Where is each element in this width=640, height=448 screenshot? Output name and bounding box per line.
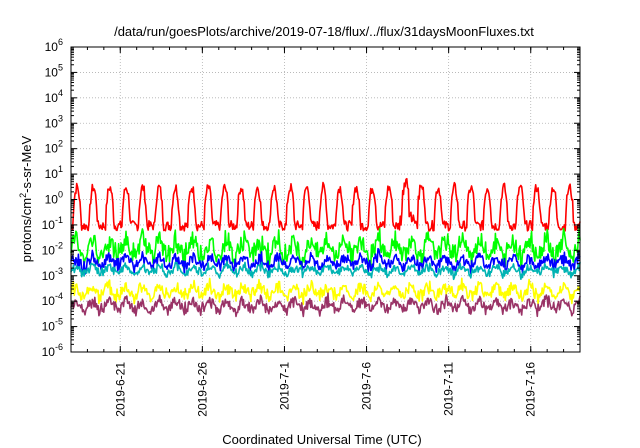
y-tick-label: 10-6 [42, 342, 63, 359]
y-tick-exponent: 0 [58, 190, 63, 200]
y-tick-exponent: -2 [55, 240, 63, 250]
x-tick-label: 2019-7-6 [360, 362, 374, 410]
x-tick-labels: 2019-6-21 2019-6-26 2019-7-1 2019-7-6 2019-7… [113, 362, 537, 417]
y-tick-base: 10 [45, 65, 59, 79]
y-tick-label: 10-4 [42, 291, 63, 308]
y-axis-label: protons/cm2-s-sr-MeV [18, 135, 34, 262]
series-line [70, 247, 581, 276]
chart-title: /data/run/goesPlots/archive/2019-07-18/f… [114, 24, 534, 39]
y-tick-label: 10-1 [42, 215, 63, 232]
y-tick-label: 10-5 [42, 317, 63, 334]
y-tick-label: 10-2 [42, 240, 63, 257]
y-tick-labels: 10-610-510-410-310-210-11001011021031041… [42, 37, 63, 359]
x-tick-label: 2019-6-21 [113, 362, 127, 417]
y-tick-base: 10 [45, 40, 59, 54]
y-tick-exponent: -4 [55, 291, 63, 301]
ticks [71, 46, 580, 353]
y-tick-base: 10 [45, 142, 59, 156]
series-line [70, 177, 581, 232]
y-tick-base: 10 [42, 320, 56, 334]
y-axis-label-sup: 2 [18, 193, 28, 198]
y-tick-exponent: 3 [58, 113, 63, 123]
x-tick-label: 2019-7-16 [524, 362, 538, 417]
y-tick-base: 10 [42, 243, 56, 257]
y-tick-label: 101 [45, 164, 63, 181]
y-tick-exponent: -1 [55, 215, 63, 225]
y-tick-base: 10 [42, 345, 56, 359]
y-tick-label: 104 [45, 88, 63, 105]
series-line [70, 292, 581, 318]
y-tick-label: 10-3 [42, 266, 63, 283]
y-tick-exponent: 2 [58, 139, 63, 149]
x-tick-label: 2019-7-1 [277, 362, 291, 410]
y-tick-base: 10 [45, 91, 59, 105]
y-tick-label: 103 [45, 113, 63, 130]
series-line [70, 227, 581, 271]
y-tick-label: 100 [45, 190, 63, 207]
y-tick-exponent: 6 [58, 37, 63, 47]
series-group [70, 177, 581, 318]
y-tick-base: 10 [45, 193, 59, 207]
y-tick-label: 106 [45, 37, 63, 54]
y-tick-base: 10 [42, 218, 56, 232]
y-tick-exponent: 4 [58, 88, 63, 98]
series-line [70, 260, 581, 281]
y-tick-exponent: 5 [58, 62, 63, 72]
y-tick-exponent: -3 [55, 266, 63, 276]
y-tick-label: 102 [45, 139, 63, 156]
x-tick-label: 2019-7-11 [442, 362, 456, 416]
y-tick-label: 105 [45, 62, 63, 79]
series-line [70, 277, 581, 306]
y-tick-exponent: 1 [58, 164, 63, 174]
y-tick-base: 10 [42, 294, 56, 308]
y-tick-base: 10 [45, 167, 59, 181]
y-tick-base: 10 [45, 116, 59, 130]
y-axis-label-prefix: protons/cm [19, 198, 34, 262]
x-axis-label: Coordinated Universal Time (UTC) [222, 432, 421, 447]
y-tick-exponent: -5 [55, 317, 63, 327]
y-axis-label-suffix: -s-sr-MeV [19, 135, 34, 192]
y-tick-exponent: -6 [55, 342, 63, 352]
y-tick-base: 10 [42, 269, 56, 283]
x-tick-label: 2019-6-26 [195, 362, 209, 417]
